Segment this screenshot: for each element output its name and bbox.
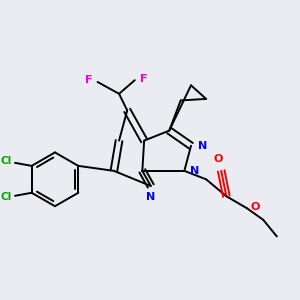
Text: N: N	[198, 141, 207, 151]
Text: F: F	[140, 74, 148, 84]
Text: N: N	[146, 193, 155, 202]
Text: O: O	[251, 202, 260, 212]
Text: N: N	[190, 166, 200, 176]
Text: Cl: Cl	[0, 192, 12, 202]
Text: Cl: Cl	[0, 156, 12, 166]
Text: F: F	[85, 76, 92, 85]
Text: O: O	[214, 154, 223, 164]
